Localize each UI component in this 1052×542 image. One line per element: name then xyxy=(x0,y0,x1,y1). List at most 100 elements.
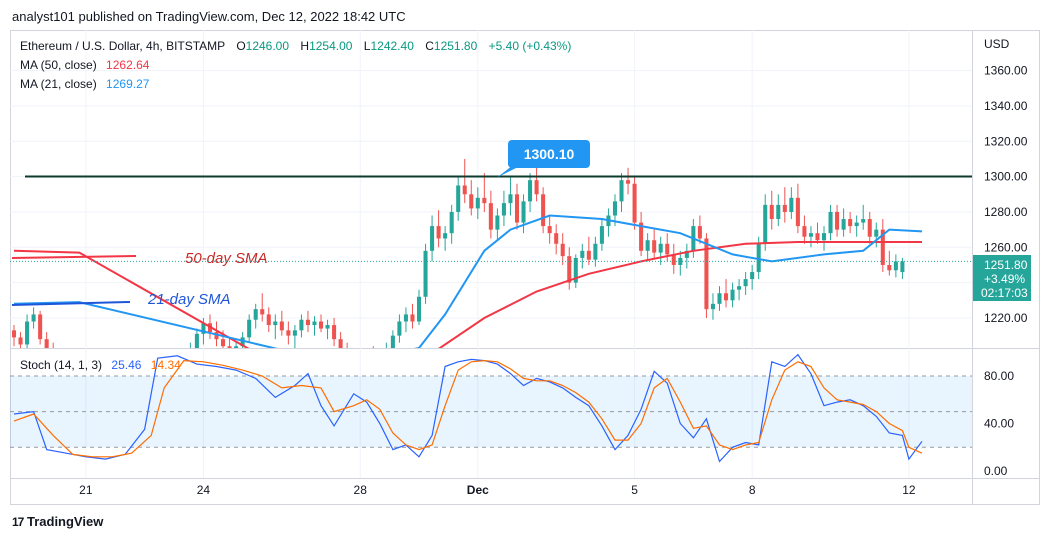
stoch-d-value: 14.34 xyxy=(151,358,181,372)
candle-body xyxy=(273,321,278,326)
candle-body xyxy=(880,229,885,265)
candle-body xyxy=(266,314,271,326)
stoch-k-value: 25.46 xyxy=(111,358,141,372)
resistance-callout: 1300.10 xyxy=(497,140,590,178)
price-tick-label: 1360.00 xyxy=(984,64,1028,78)
high-label: H xyxy=(300,39,309,53)
candle-body xyxy=(410,314,415,322)
candle-body xyxy=(488,203,493,230)
candle-body xyxy=(534,180,539,195)
candle-body xyxy=(221,339,226,347)
candle-body xyxy=(841,219,846,230)
candle-body xyxy=(305,319,310,326)
candle-body xyxy=(352,357,356,361)
sma50-annotation-line xyxy=(11,255,137,259)
candle-body xyxy=(234,346,239,348)
candle-body xyxy=(449,211,454,234)
stoch-band xyxy=(10,375,972,448)
price-tick-label: 1260.00 xyxy=(984,240,1028,254)
candle-body xyxy=(632,183,637,223)
ma50-legend: MA (50, close) 1262.64 xyxy=(20,58,150,72)
candle-body xyxy=(378,353,382,358)
candle-body xyxy=(469,194,474,209)
close-label: C xyxy=(425,39,434,53)
stoch-lines xyxy=(13,353,923,463)
candle-body xyxy=(710,303,715,310)
candle-body xyxy=(795,197,800,227)
publisher-bar: analyst101 published on TradingView.com,… xyxy=(0,0,1052,32)
sma50-annotation: 50-day SMA xyxy=(185,250,268,267)
candle-body xyxy=(599,226,604,244)
candle-body xyxy=(808,233,813,237)
stoch-d-line xyxy=(13,359,923,458)
candle-body xyxy=(612,201,618,216)
candle-body xyxy=(247,319,252,338)
candle-body xyxy=(371,355,375,359)
low-label: L xyxy=(364,39,371,53)
candle-body xyxy=(475,197,480,209)
sma21-annotation: 21-day SMA xyxy=(147,291,231,308)
time-tick-label: 5 xyxy=(631,483,638,497)
candle-body xyxy=(508,194,513,204)
candle-body xyxy=(815,233,820,241)
candle-body xyxy=(854,222,859,227)
candle-body xyxy=(201,323,206,334)
candle-body xyxy=(586,250,591,260)
candle-body xyxy=(554,233,559,244)
candle-body xyxy=(260,309,265,315)
candle-body xyxy=(430,226,435,251)
candle-body xyxy=(44,339,49,348)
ma21-value: 1269.27 xyxy=(106,77,150,91)
candle-body xyxy=(312,321,317,326)
time-tick-label: 21 xyxy=(79,483,93,497)
candle-body xyxy=(782,204,787,212)
candle-body xyxy=(514,194,520,223)
chart-frame xyxy=(10,30,1040,505)
candle-body xyxy=(227,346,232,348)
stoch-legend: Stoch (14, 1, 3) 25.46 14.34 xyxy=(20,358,181,372)
candle-body xyxy=(652,240,657,253)
candle-body xyxy=(567,256,572,283)
candle-body xyxy=(547,226,552,234)
candle-body xyxy=(31,314,36,322)
candle-body xyxy=(279,321,284,331)
candle-body xyxy=(253,309,258,320)
time-tick-label: 12 xyxy=(902,483,916,497)
price-tick-label: 1340.00 xyxy=(984,99,1028,113)
stoch-tick-label: 40.00 xyxy=(984,417,1014,431)
badge-change: +3.49% xyxy=(984,272,1025,286)
candle-body xyxy=(593,243,598,260)
candle-body xyxy=(861,219,866,223)
candle-body xyxy=(482,197,487,204)
low-value: 1242.40 xyxy=(370,39,414,53)
candle-body xyxy=(737,286,742,290)
candle-body xyxy=(38,314,43,340)
badge-price: 1251.80 xyxy=(984,258,1028,272)
candle-body xyxy=(365,355,369,362)
candle-body xyxy=(51,348,55,357)
candle-body xyxy=(619,180,624,202)
candle-body xyxy=(403,314,408,322)
time-tick-label: Dec xyxy=(467,483,489,497)
candle-body xyxy=(318,321,324,329)
change-value: +5.40 (+0.43%) xyxy=(489,39,572,53)
candle-body xyxy=(416,296,422,322)
candle-body xyxy=(750,272,755,280)
price-tick-label: 1300.00 xyxy=(984,170,1028,184)
price-badge: 1251.80 +3.49% 02:17:03 xyxy=(973,255,1031,301)
candle-body xyxy=(188,348,192,366)
footer-brand[interactable]: 17 TradingView xyxy=(12,514,103,529)
candle-body xyxy=(887,264,892,271)
candle-body xyxy=(240,337,245,347)
candle-body xyxy=(573,257,578,283)
tradingview-logo-icon: 17 xyxy=(12,515,24,529)
candle-body xyxy=(338,339,343,348)
candle-body xyxy=(769,204,774,220)
candle-body xyxy=(893,261,898,271)
candle-body xyxy=(874,229,879,237)
candle-body xyxy=(789,197,794,212)
candle-body xyxy=(704,238,709,310)
candle-body xyxy=(194,333,199,348)
candle-body xyxy=(730,289,735,301)
